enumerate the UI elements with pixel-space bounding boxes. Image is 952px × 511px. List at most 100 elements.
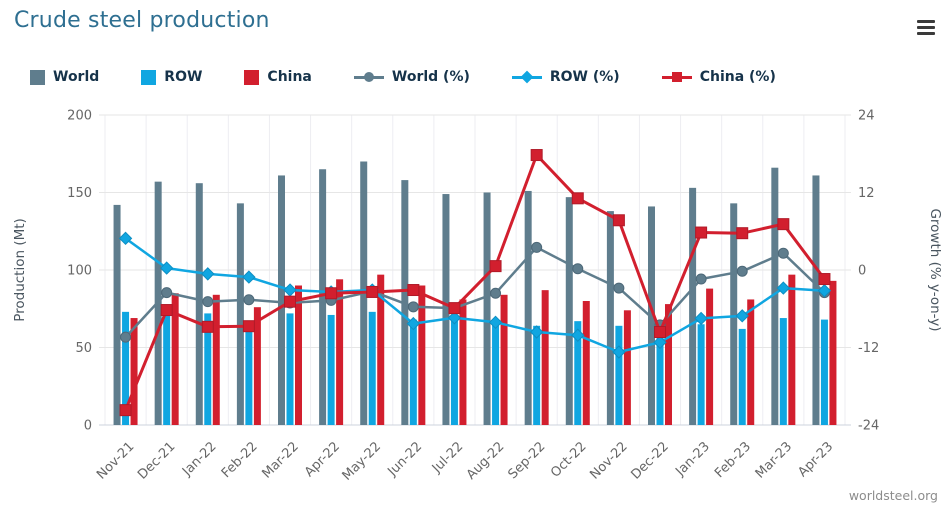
bar-world-Aug-22[interactable] [483,192,491,426]
marker-diamond-Nov-22[interactable] [612,345,626,359]
marker-square-Jan-22[interactable] [201,320,214,333]
bar-china-Feb-22[interactable] [253,307,261,425]
bar-china-Mar-22[interactable] [295,285,302,426]
marker-square-Mar-23[interactable] [777,218,790,231]
marker-circle-Jan-23[interactable] [695,273,707,285]
bar-row-Jun-22[interactable] [409,319,417,425]
marker-square-Dec-22[interactable] [654,326,666,338]
bar-world-Jan-22[interactable] [195,183,203,425]
marker-diamond-Jun-22[interactable] [406,316,421,331]
bar-row-Apr-23[interactable] [820,319,828,425]
marker-circle-Mar-23[interactable] [777,247,789,259]
marker-square-Nov-21[interactable] [119,404,132,417]
bar-china-Nov-22[interactable] [623,310,631,425]
marker-circle-Nov-21[interactable] [120,331,132,343]
bar-row-Sep-22[interactable] [533,325,541,425]
marker-diamond-Sep-22[interactable] [529,325,544,339]
bar-row-Nov-22[interactable] [615,325,623,425]
legend-item-world[interactable]: World [30,69,99,85]
marker-circle-Nov-22[interactable] [613,282,625,294]
bar-world-Mar-23[interactable] [771,167,779,425]
bar-world-Apr-23[interactable] [812,175,820,425]
bar-row-Feb-22[interactable] [245,321,253,425]
marker-square-Nov-22[interactable] [612,214,625,227]
marker-square-Apr-22[interactable] [325,287,338,300]
bar-row-Dec-22[interactable] [656,327,664,425]
marker-circle-Feb-23[interactable] [736,265,748,277]
marker-diamond-Jan-23[interactable] [694,311,708,326]
marker-diamond-Apr-23[interactable] [817,283,832,298]
marker-circle-Jan-22[interactable] [202,296,214,308]
bar-row-Jan-23[interactable] [697,324,705,425]
legend-item-china[interactable]: China [244,69,312,85]
bar-world-Feb-23[interactable] [730,203,738,425]
marker-square-Feb-22[interactable] [242,320,255,333]
bar-row-Mar-22[interactable] [286,313,294,425]
bar-world-Oct-22[interactable] [565,197,573,425]
legend-item-china-pct[interactable]: China (%) [661,69,776,85]
bar-china-Jan-22[interactable] [212,294,220,425]
marker-diamond-Aug-22[interactable] [488,315,503,330]
marker-diamond-Mar-23[interactable] [776,281,791,295]
bar-world-Nov-22[interactable] [606,211,614,425]
marker-square-Jun-22[interactable] [407,284,420,297]
marker-diamond-Nov-21[interactable] [118,231,133,246]
bar-row-Feb-23[interactable] [738,328,746,425]
marker-square-Sep-22[interactable] [530,149,543,162]
bar-china-May-22[interactable] [377,274,385,425]
marker-square-Jan-23[interactable] [695,226,708,239]
marker-square-Aug-22[interactable] [489,260,502,273]
marker-diamond-Feb-22[interactable] [242,270,256,284]
bar-china-Dec-21[interactable] [171,293,179,425]
bar-row-Oct-22[interactable] [574,321,582,425]
bar-row-Mar-23[interactable] [779,318,787,425]
bar-row-Jul-22[interactable] [450,319,458,425]
marker-diamond-Oct-22[interactable] [571,328,585,342]
bar-china-Feb-23[interactable] [747,299,755,425]
marker-square-Apr-23[interactable] [818,273,831,286]
bar-world-Mar-22[interactable] [278,175,285,425]
marker-square-Oct-22[interactable] [571,192,584,205]
bar-china-Apr-23[interactable] [829,280,837,425]
bar-china-Jul-22[interactable] [459,299,467,425]
bar-china-Nov-21[interactable] [130,318,138,425]
marker-circle-Feb-22[interactable] [243,294,255,306]
marker-diamond-Dec-22[interactable] [653,335,667,350]
marker-circle-Sep-22[interactable] [531,241,543,253]
bar-row-Dec-21[interactable] [163,313,171,425]
marker-square-Jul-22[interactable] [448,302,461,315]
bar-world-Sep-22[interactable] [524,190,532,425]
bar-china-Aug-22[interactable] [500,294,508,425]
marker-square-Dec-21[interactable] [160,304,173,317]
bar-world-Apr-22[interactable] [319,169,327,425]
bar-world-Nov-21[interactable] [113,204,121,425]
bar-china-Dec-22[interactable] [665,304,672,425]
marker-diamond-Jul-22[interactable] [447,311,462,325]
credits-link[interactable]: worldsteel.org [848,488,938,503]
bar-row-Aug-22[interactable] [492,322,500,425]
marker-diamond-Feb-23[interactable] [735,309,749,323]
bar-row-Apr-22[interactable] [327,314,335,425]
marker-diamond-Dec-21[interactable] [159,261,174,275]
marker-circle-Oct-22[interactable] [572,263,584,275]
bar-world-Feb-22[interactable] [236,203,244,425]
marker-square-May-22[interactable] [366,285,379,298]
marker-circle-Aug-22[interactable] [490,287,502,299]
marker-diamond-Mar-22[interactable] [283,283,297,297]
bar-china-Jan-23[interactable] [706,288,714,425]
bar-row-May-22[interactable] [368,311,376,425]
marker-square-Feb-23[interactable] [736,227,749,240]
bar-china-Oct-22[interactable] [582,301,590,425]
bar-world-Jan-23[interactable] [689,187,697,425]
bar-china-Apr-22[interactable] [336,279,344,425]
marker-diamond-Jan-22[interactable] [201,267,215,281]
bar-row-Nov-21[interactable] [122,311,130,425]
bar-china-Sep-22[interactable] [541,290,549,425]
marker-circle-Jun-22[interactable] [407,301,419,313]
marker-square-Mar-22[interactable] [284,295,296,308]
legend-item-row[interactable]: ROW [141,69,202,85]
marker-circle-Dec-21[interactable] [161,287,173,299]
legend-item-row-pct[interactable]: ROW (%) [511,69,620,85]
bar-china-Jun-22[interactable] [418,285,426,426]
bar-china-Mar-23[interactable] [788,274,796,425]
